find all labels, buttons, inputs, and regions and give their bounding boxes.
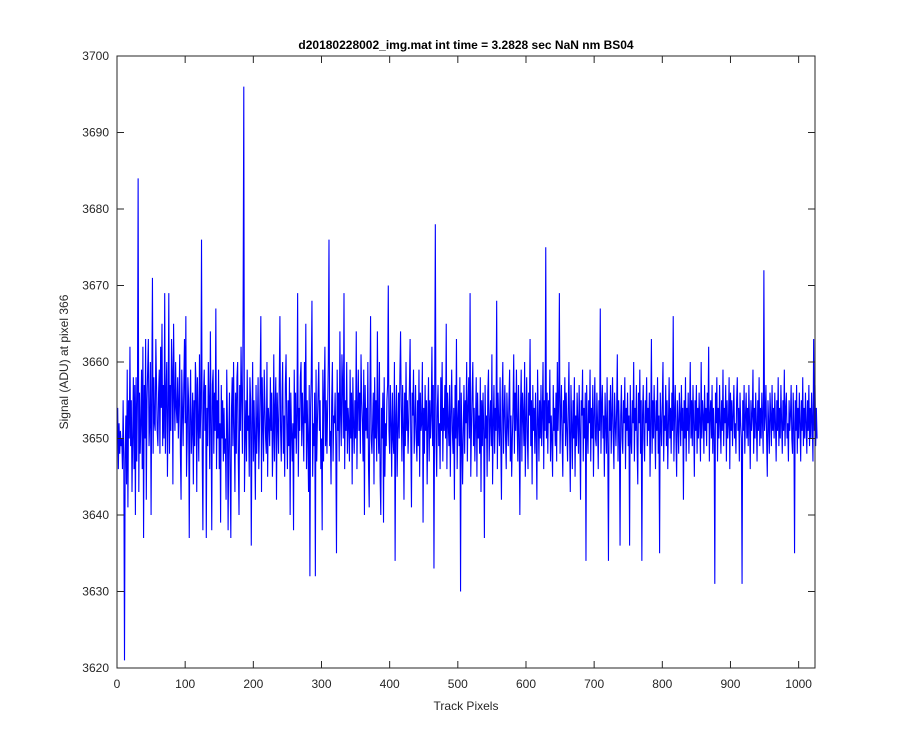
- plot-area: [117, 56, 815, 668]
- y-tick-label-3660: 3660: [82, 355, 109, 369]
- y-axis-label: Signal (ADU) at pixel 366: [57, 294, 71, 429]
- x-axis-ticks: 0 100 200 300 400 500 600 700 800 900 1000: [114, 56, 812, 691]
- x-tick-label-200: 200: [243, 677, 263, 691]
- x-tick-label-700: 700: [584, 677, 604, 691]
- x-tick-label-0: 0: [114, 677, 121, 691]
- y-tick-label-3630: 3630: [82, 585, 109, 599]
- x-tick-label-300: 300: [311, 677, 331, 691]
- x-tick-label-800: 800: [652, 677, 672, 691]
- x-tick-label-100: 100: [175, 677, 195, 691]
- x-tick-label-400: 400: [380, 677, 400, 691]
- y-tick-label-3650: 3650: [82, 432, 109, 446]
- y-tick-label-3700: 3700: [82, 49, 109, 63]
- x-axis-label: Track Pixels: [434, 699, 499, 713]
- x-tick-label-500: 500: [448, 677, 468, 691]
- series-layer: [117, 86, 818, 661]
- chart-title: d20180228002_img.mat int time = 3.2828 s…: [298, 38, 634, 52]
- x-tick-label-600: 600: [516, 677, 536, 691]
- y-tick-label-3690: 3690: [82, 126, 109, 140]
- y-tick-label-3680: 3680: [82, 202, 109, 216]
- y-tick-label-3670: 3670: [82, 279, 109, 293]
- y-axis-ticks: 3620 3630 3640 3650 3660 3670 3680 3690 3700: [82, 49, 815, 675]
- x-tick-label-1000: 1000: [785, 677, 812, 691]
- x-tick-label-900: 900: [720, 677, 740, 691]
- series-line-0: [117, 86, 818, 661]
- y-tick-label-3640: 3640: [82, 508, 109, 522]
- y-tick-label-3620: 3620: [82, 661, 109, 675]
